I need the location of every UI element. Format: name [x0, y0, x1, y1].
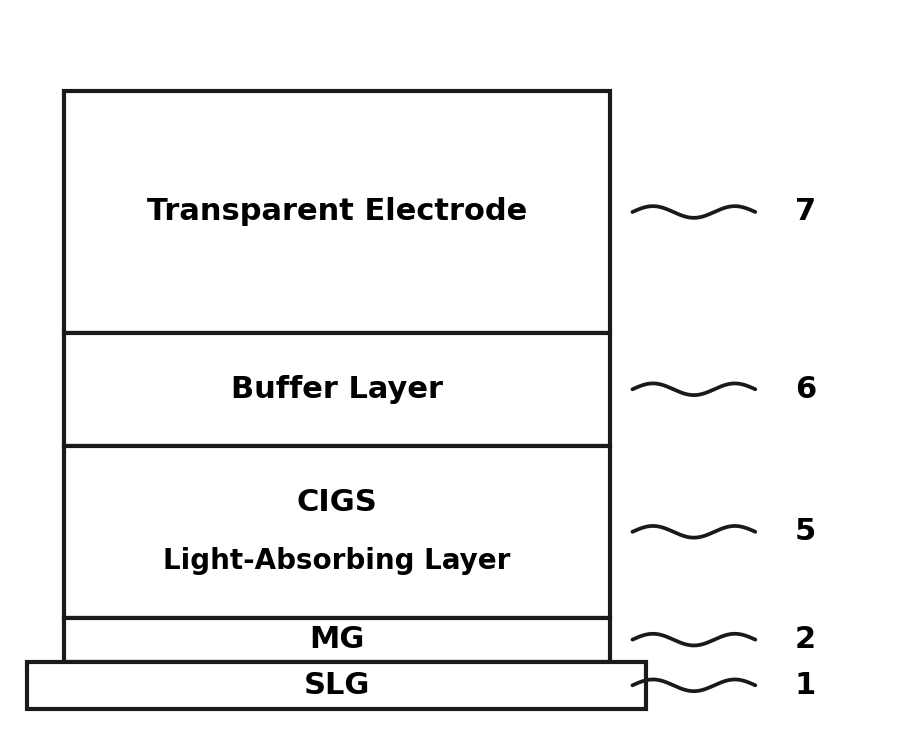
Text: 6: 6: [794, 375, 816, 404]
Text: Transparent Electrode: Transparent Electrode: [147, 197, 527, 227]
Bar: [64, 333, 610, 446]
Text: Light-Absorbing Layer: Light-Absorbing Layer: [163, 547, 511, 575]
Bar: [27, 662, 646, 709]
Bar: [64, 91, 610, 333]
Text: MG: MG: [309, 625, 364, 654]
Text: Buffer Layer: Buffer Layer: [231, 375, 442, 404]
Text: 2: 2: [794, 625, 816, 654]
Text: SLG: SLG: [304, 671, 369, 700]
Text: 5: 5: [794, 518, 816, 546]
Text: CIGS: CIGS: [297, 488, 377, 517]
Bar: [64, 618, 610, 662]
Text: 7: 7: [794, 197, 816, 227]
Text: 1: 1: [794, 671, 816, 700]
Bar: [64, 446, 610, 618]
